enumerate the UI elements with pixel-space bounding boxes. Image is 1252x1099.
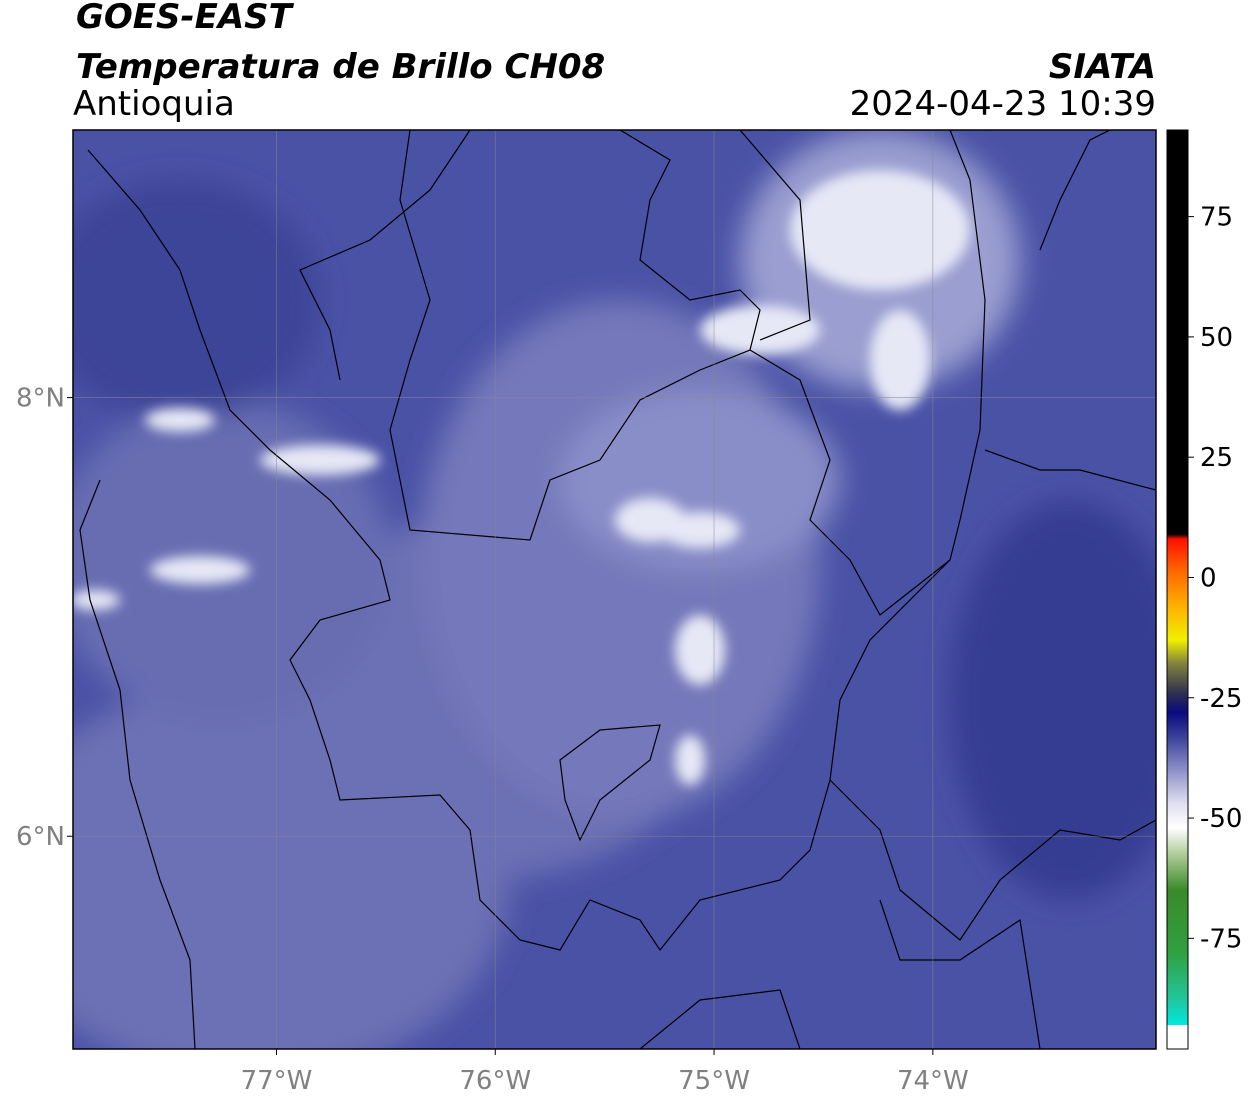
boundary [1039,130,1111,251]
colorbar-tick-label: 75 [1200,203,1233,233]
boundary [559,724,661,842]
boundary [79,479,196,1049]
boundary [879,899,1041,1049]
x-tick-label: 75°W [678,1066,750,1096]
y-tick-label: 8°N [16,384,65,414]
boundary [739,130,811,341]
colorbar-tick-label: -25 [1200,684,1242,714]
map-frame [72,129,1157,1050]
boundary [389,130,761,541]
subtitle: Temperatura de Brillo CH08 [76,47,605,87]
timestamp: 2024-04-23 10:39 [850,84,1156,124]
x-tick-label: 76°W [459,1066,531,1096]
boundary [829,779,1156,941]
x-tick-label: 77°W [241,1066,313,1096]
colorbar-tick-label: 25 [1200,443,1233,473]
y-tick-label: 6°N [16,822,65,852]
map-image [73,130,1156,1049]
grid [73,130,1156,1049]
colorbar-tick-label: 0 [1200,563,1217,593]
boundary [639,989,801,1049]
boundary [749,349,951,616]
colorbar [1166,129,1189,1050]
title: GOES-EAST [76,0,295,37]
boundary [87,130,986,952]
region: Antioquia [73,84,235,124]
x-tick-label: 74°W [897,1066,969,1096]
boundary [984,449,1156,491]
colorbar-tick-label: -50 [1200,804,1242,834]
source: SIATA [1049,47,1156,87]
boundary [299,130,471,381]
colorbar-tick-label: 50 [1200,323,1233,353]
colorbar-tick-label: -75 [1200,924,1242,954]
